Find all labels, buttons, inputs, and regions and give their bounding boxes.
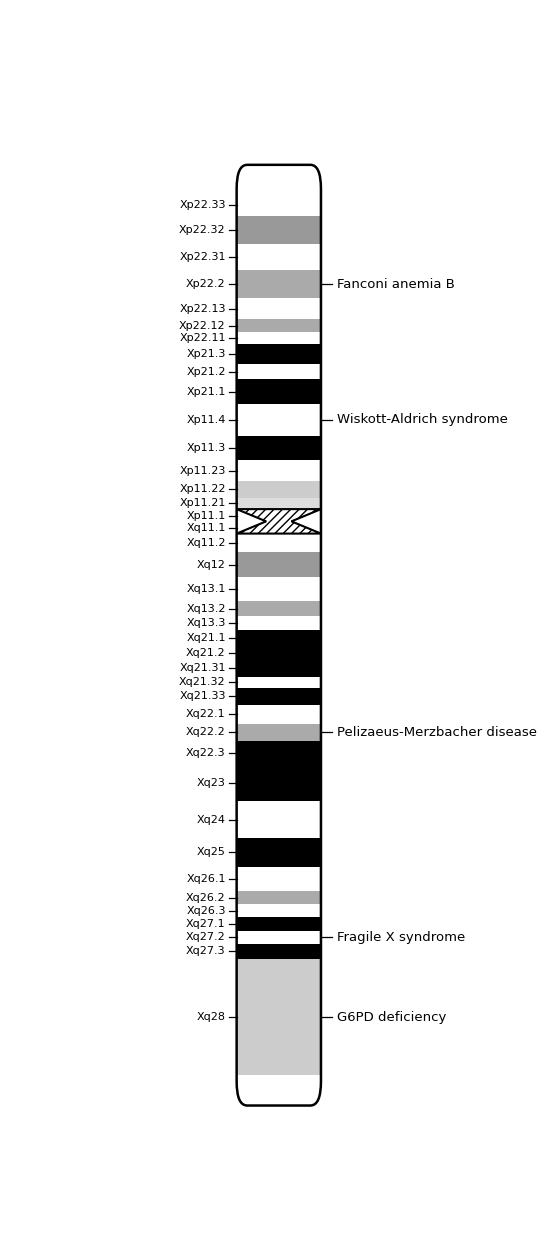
Text: Xq25: Xq25 (197, 847, 226, 857)
Text: Xq21.32: Xq21.32 (179, 677, 226, 687)
Bar (237, 616, 321, 629)
Text: Xp22.11: Xp22.11 (179, 333, 226, 343)
Text: Xp21.2: Xp21.2 (186, 367, 226, 377)
Text: Xq21.31: Xq21.31 (179, 663, 226, 673)
Bar (237, 629, 321, 647)
Text: Xq12: Xq12 (197, 560, 226, 570)
Text: Xq26.2: Xq26.2 (186, 892, 226, 902)
Bar (237, 801, 321, 838)
Text: Xp22.2: Xp22.2 (186, 279, 226, 289)
Bar (237, 497, 321, 509)
Text: Pelizaeus-Merzbacher disease: Pelizaeus-Merzbacher disease (337, 725, 536, 738)
Bar (237, 216, 321, 244)
Bar (237, 959, 321, 1075)
Bar (237, 380, 321, 403)
Text: Xq28: Xq28 (197, 1012, 226, 1022)
Bar (237, 891, 321, 905)
Text: Xq24: Xq24 (197, 814, 226, 824)
Text: Xp22.13: Xp22.13 (179, 303, 226, 313)
Text: G6PD deficiency: G6PD deficiency (337, 1011, 446, 1024)
Text: Xq23: Xq23 (197, 778, 226, 788)
Text: Xp22.12: Xp22.12 (179, 321, 226, 331)
Bar (237, 838, 321, 867)
Bar (237, 647, 321, 659)
Bar (237, 659, 321, 677)
Text: Xq13.2: Xq13.2 (186, 604, 226, 614)
Text: Xp11.1: Xp11.1 (187, 511, 226, 521)
Bar (237, 905, 321, 917)
Text: Xq21.33: Xq21.33 (179, 692, 226, 702)
Text: Xp11.22: Xp11.22 (179, 485, 226, 495)
Text: Xq21.2: Xq21.2 (186, 648, 226, 658)
Text: Xp11.23: Xp11.23 (180, 466, 226, 476)
Text: Xp22.32: Xp22.32 (179, 224, 226, 234)
Text: Xp11.21: Xp11.21 (180, 499, 226, 509)
Bar (237, 403, 321, 436)
Text: Fragile X syndrome: Fragile X syndrome (337, 931, 465, 944)
Bar (237, 601, 321, 616)
Bar (237, 931, 321, 944)
Bar (237, 534, 321, 553)
Text: Xq13.3: Xq13.3 (186, 618, 226, 628)
Bar (237, 320, 321, 332)
Bar (237, 343, 321, 365)
Bar (237, 460, 321, 481)
Text: Xq22.3: Xq22.3 (186, 748, 226, 758)
Bar (237, 766, 321, 801)
Text: Fanconi anemia B: Fanconi anemia B (337, 278, 454, 291)
Text: Xq22.2: Xq22.2 (186, 727, 226, 737)
Bar (237, 867, 321, 891)
Text: Xp22.31: Xp22.31 (179, 252, 226, 262)
Bar (237, 704, 321, 723)
Bar (237, 741, 321, 766)
Bar (237, 271, 321, 298)
Bar (237, 436, 321, 460)
Text: Xq11.1: Xq11.1 (186, 523, 226, 533)
Text: Xq13.1: Xq13.1 (186, 584, 226, 594)
Bar (237, 688, 321, 704)
Bar (237, 365, 321, 380)
Text: Xq27.3: Xq27.3 (186, 946, 226, 956)
Text: Xq26.1: Xq26.1 (186, 873, 226, 883)
Text: Wiskott-Aldrich syndrome: Wiskott-Aldrich syndrome (337, 413, 508, 426)
Bar (237, 332, 321, 343)
Bar (237, 481, 321, 497)
Text: Xq26.3: Xq26.3 (186, 906, 226, 916)
Bar (237, 677, 321, 688)
Bar (237, 723, 321, 741)
Text: Xp11.3: Xp11.3 (187, 444, 226, 454)
Text: Xq22.1: Xq22.1 (186, 709, 226, 719)
Text: Xp21.3: Xp21.3 (186, 348, 226, 358)
Text: Xq21.1: Xq21.1 (186, 633, 226, 643)
Polygon shape (237, 509, 321, 534)
Bar (237, 244, 321, 271)
Text: Xp11.4: Xp11.4 (186, 415, 226, 425)
Bar (237, 553, 321, 576)
Bar (237, 917, 321, 931)
Text: Xq11.2: Xq11.2 (186, 538, 226, 548)
Bar (237, 195, 321, 216)
Text: Xp21.1: Xp21.1 (186, 386, 226, 396)
Text: Xq27.2: Xq27.2 (186, 932, 226, 942)
Bar (237, 944, 321, 959)
Text: Xq27.1: Xq27.1 (186, 918, 226, 928)
Bar (237, 298, 321, 320)
Text: Xp22.33: Xp22.33 (179, 200, 226, 211)
Bar (237, 576, 321, 601)
